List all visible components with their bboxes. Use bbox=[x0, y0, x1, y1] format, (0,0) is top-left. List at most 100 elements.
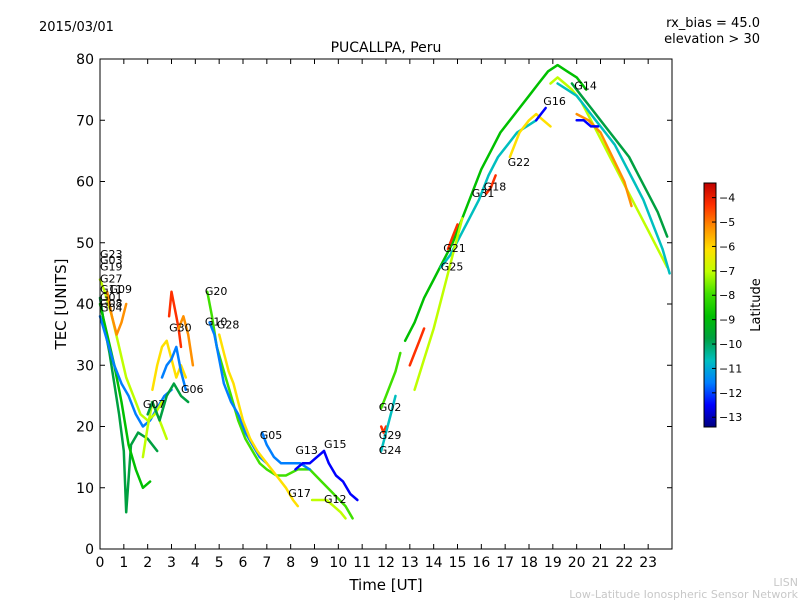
prn-label-g30: G30 bbox=[169, 322, 192, 335]
colorbar-tick-label-13: −13 bbox=[719, 411, 742, 424]
tec-track-G05-track bbox=[260, 431, 311, 471]
axes-layer: 0 1 2 3 4 5 6 7 8 9 10 11 12 13 14 15 16 17 18 19 20 21 22 2301… bbox=[76, 52, 672, 571]
tec-track-evening-e bbox=[146, 382, 190, 422]
prn-label-g29: G29 bbox=[379, 429, 402, 442]
tec-track-evening-c bbox=[160, 345, 188, 392]
prn-label-g07: G07 bbox=[143, 398, 166, 411]
prn-label-g06: G06 bbox=[181, 383, 204, 396]
prn-label-g28: G28 bbox=[217, 319, 240, 332]
y-tick-label-80: 80 bbox=[76, 52, 94, 68]
y-tick-label-70: 70 bbox=[76, 113, 94, 129]
colorbar-tick-label-7: −7 bbox=[719, 265, 735, 278]
tec-track-G15-track bbox=[322, 449, 359, 502]
colorbar bbox=[703, 182, 717, 428]
y-tick-label-20: 20 bbox=[76, 420, 94, 436]
x-tick-label-12: 12 bbox=[377, 555, 395, 571]
tec-track-G28-track bbox=[217, 333, 300, 508]
colorbar-tick-label-6: −6 bbox=[719, 240, 735, 253]
prn-label-g04: G04 bbox=[100, 301, 123, 314]
prn-label-g23: G23 bbox=[100, 248, 123, 261]
x-tick-label-21: 21 bbox=[592, 555, 610, 571]
y-tick-label-40: 40 bbox=[76, 297, 94, 313]
colorbar-tick-label-11: −11 bbox=[719, 362, 742, 375]
prn-label-g24: G24 bbox=[379, 444, 402, 457]
prn-label-g05: G05 bbox=[260, 429, 283, 442]
prn-label-g25: G25 bbox=[441, 260, 464, 273]
tec-track-descent-c bbox=[575, 112, 633, 208]
x-tick-label-2: 2 bbox=[143, 555, 152, 571]
tec-track-G29-track bbox=[379, 425, 388, 434]
y-tick-label-60: 60 bbox=[76, 175, 94, 191]
tec-track-G02-track bbox=[379, 351, 402, 410]
tec-track-G24-track bbox=[379, 394, 397, 453]
prn-label-g22: G22 bbox=[508, 156, 531, 169]
prn-label-g17: G17 bbox=[288, 487, 311, 500]
prn-label-g20: G20 bbox=[205, 285, 228, 298]
credit-network: Low-Latitude Ionospheric Sensor Network bbox=[569, 588, 798, 600]
tec-track-G13-track bbox=[294, 449, 326, 471]
x-tick-label-4: 4 bbox=[191, 555, 200, 571]
prn-label-g12: G12 bbox=[324, 493, 347, 506]
x-tick-label-23: 23 bbox=[639, 555, 657, 571]
x-tick-label-17: 17 bbox=[496, 555, 514, 571]
colorbar-tick-label-8: −8 bbox=[719, 289, 735, 302]
x-tick-label-16: 16 bbox=[472, 555, 490, 571]
x-tick-label-5: 5 bbox=[215, 555, 224, 571]
x-axis-label: Time [UT] bbox=[348, 576, 422, 594]
y-tick-label-50: 50 bbox=[76, 236, 94, 252]
prn-label-g21: G21 bbox=[443, 242, 466, 255]
tec-track-G25-track bbox=[403, 63, 588, 343]
y-tick-label-30: 30 bbox=[76, 358, 94, 374]
chart-title: PUCALLPA, Peru bbox=[331, 40, 442, 56]
prn-label-g11: G11 bbox=[100, 283, 123, 296]
x-tick-label-14: 14 bbox=[425, 555, 443, 571]
tec-track-pre-dawn-b bbox=[98, 302, 152, 490]
prn-label-g09: G09 bbox=[110, 283, 133, 296]
tec-track-G16-track bbox=[534, 106, 547, 122]
tec-track-morning-red bbox=[408, 327, 426, 367]
x-tick-label-18: 18 bbox=[520, 555, 538, 571]
x-tick-label-6: 6 bbox=[239, 555, 248, 571]
x-tick-label-0: 0 bbox=[96, 555, 105, 571]
colorbar-tick-label-9: −9 bbox=[719, 314, 735, 327]
y-tick-label-0: 0 bbox=[85, 542, 94, 558]
x-tick-label-7: 7 bbox=[262, 555, 271, 571]
x-tick-label-11: 11 bbox=[353, 555, 371, 571]
colorbar-tick-label-5: −5 bbox=[719, 216, 735, 229]
x-tick-label-9: 9 bbox=[310, 555, 319, 571]
rx-bias-label: rx_bias = 45.0 bbox=[666, 16, 760, 31]
x-tick-label-15: 15 bbox=[449, 555, 467, 571]
prn-label-g16: G16 bbox=[543, 95, 566, 108]
prn-label-g03: G03 bbox=[100, 254, 123, 267]
tec-track-pre-dawn-e bbox=[105, 290, 128, 336]
x-tick-label-20: 20 bbox=[568, 555, 586, 571]
prn-label-g08: G08 bbox=[100, 297, 123, 310]
prn-label-g13: G13 bbox=[295, 444, 318, 457]
x-tick-label-10: 10 bbox=[329, 555, 347, 571]
tec-track-morning-red2 bbox=[446, 223, 459, 251]
tec-track-descent-b bbox=[570, 82, 669, 238]
tec-track-G10-track bbox=[208, 321, 269, 465]
tec-track-descent-a bbox=[556, 82, 671, 275]
y-axis-label: TEC [UNITS] bbox=[52, 259, 70, 351]
elevation-label: elevation > 30 bbox=[664, 32, 760, 47]
y-tick-label-10: 10 bbox=[76, 481, 94, 497]
x-tick-label-22: 22 bbox=[615, 555, 633, 571]
tec-track-G22-track bbox=[413, 217, 464, 392]
colorbar-tick-label-4: −4 bbox=[719, 192, 735, 205]
credit-lisn: LISN bbox=[773, 576, 798, 589]
x-tick-label-19: 19 bbox=[544, 555, 562, 571]
tec-track-G14-track bbox=[549, 76, 669, 269]
tec-track-descent-d bbox=[575, 119, 600, 128]
colorbar-label: Latitude bbox=[749, 278, 764, 332]
tec-track-evening-f bbox=[177, 315, 195, 367]
x-tick-label-3: 3 bbox=[167, 555, 176, 571]
x-tick-label-8: 8 bbox=[286, 555, 295, 571]
prn-label-g18: G18 bbox=[484, 181, 507, 194]
colorbar-ticks: −4 −5 −6 −7 −8 −9 −10 −11 −12 −13 bbox=[712, 192, 742, 424]
prn-label-g14: G14 bbox=[574, 80, 597, 93]
prn-label-g10: G10 bbox=[205, 315, 228, 328]
tec-track-G18-track bbox=[484, 174, 497, 196]
